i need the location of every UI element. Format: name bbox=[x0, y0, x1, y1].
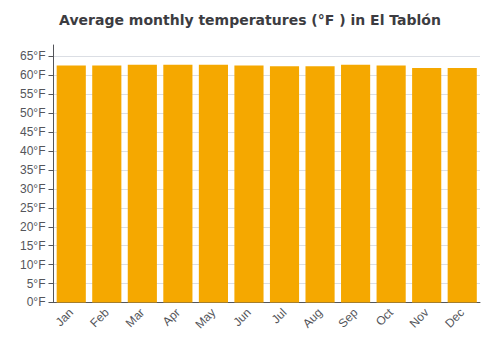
svg-text:Jul: Jul bbox=[269, 306, 290, 327]
svg-text:Feb: Feb bbox=[87, 305, 112, 330]
svg-text:Mar: Mar bbox=[123, 306, 148, 330]
svg-text:60°F: 60°F bbox=[20, 68, 45, 82]
svg-text:Aug: Aug bbox=[300, 306, 325, 331]
svg-text:25°F: 25°F bbox=[20, 201, 45, 215]
svg-text:Oct: Oct bbox=[373, 305, 397, 329]
svg-text:Sep: Sep bbox=[336, 305, 361, 330]
svg-text:0°F: 0°F bbox=[27, 295, 46, 309]
svg-text:Jun: Jun bbox=[230, 306, 254, 330]
svg-text:45°F: 45°F bbox=[20, 125, 45, 139]
svg-text:Nov: Nov bbox=[407, 306, 432, 331]
svg-text:Average monthly temperatures (: Average monthly temperatures (°F ) in El… bbox=[59, 12, 441, 28]
svg-text:15°F: 15°F bbox=[20, 239, 45, 253]
svg-text:May: May bbox=[192, 306, 218, 332]
svg-text:55°F: 55°F bbox=[20, 87, 45, 101]
svg-text:20°F: 20°F bbox=[20, 220, 45, 234]
svg-text:30°F: 30°F bbox=[20, 182, 45, 196]
svg-text:Apr: Apr bbox=[160, 306, 183, 329]
svg-text:Jan: Jan bbox=[53, 306, 77, 330]
svg-text:50°F: 50°F bbox=[20, 106, 45, 120]
svg-text:40°F: 40°F bbox=[20, 144, 45, 158]
svg-text:Dec: Dec bbox=[442, 306, 467, 331]
svg-text:5°F: 5°F bbox=[27, 277, 46, 291]
svg-text:10°F: 10°F bbox=[20, 258, 45, 272]
svg-text:35°F: 35°F bbox=[20, 163, 45, 177]
svg-text:65°F: 65°F bbox=[20, 49, 45, 63]
